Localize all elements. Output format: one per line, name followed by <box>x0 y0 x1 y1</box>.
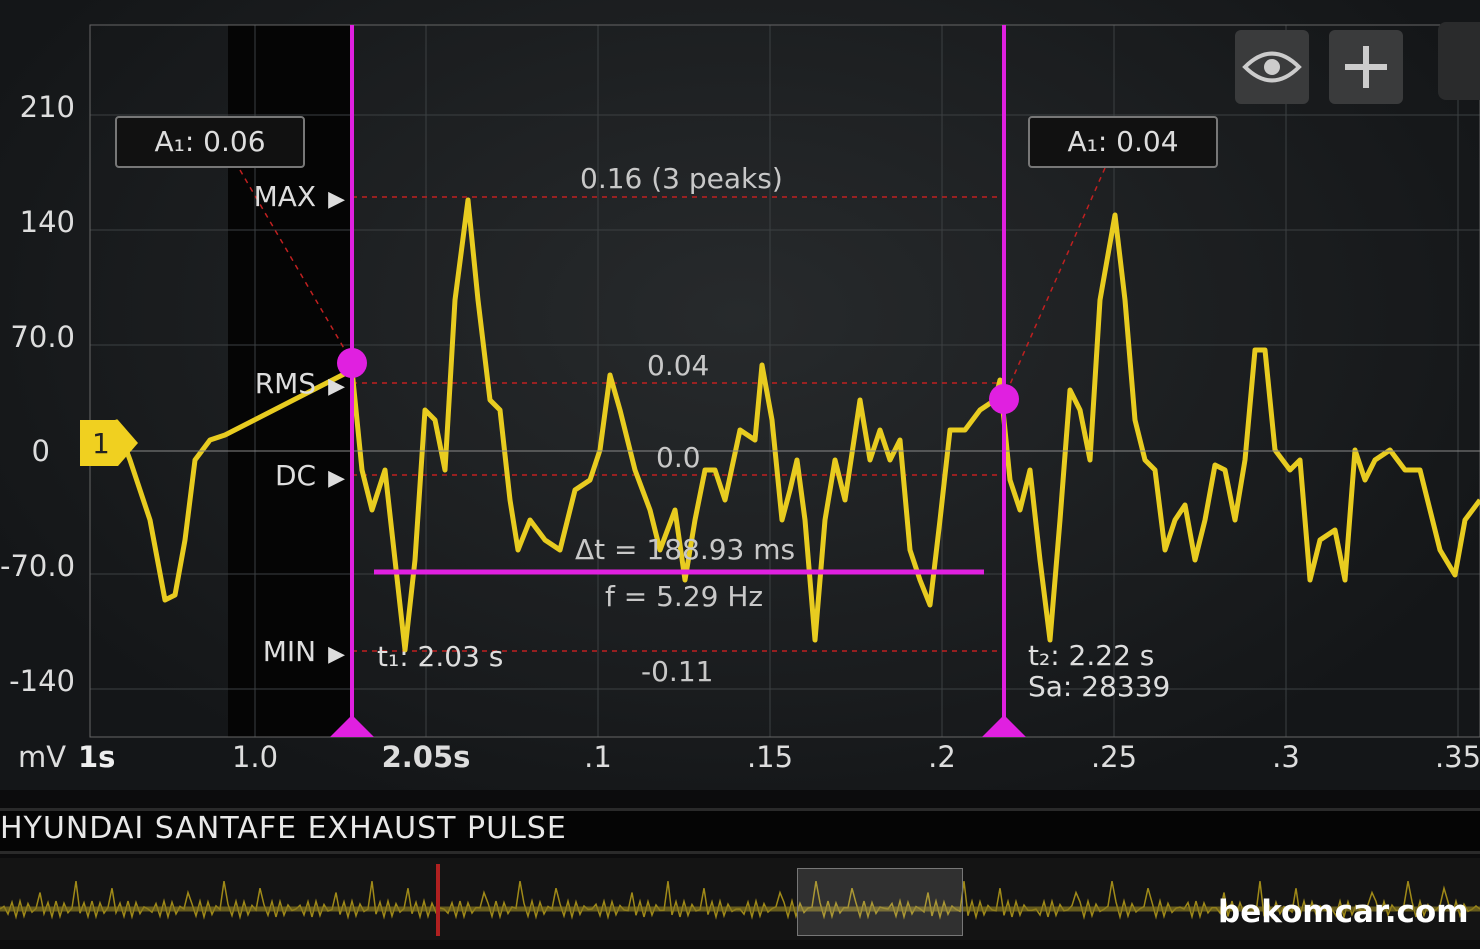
min-value: -0.11 <box>641 655 714 688</box>
channel-1-marker[interactable] <box>80 420 138 466</box>
cursor-2-time: t₂: 2.22 s <box>1028 639 1155 672</box>
side-panel-handle[interactable] <box>1438 22 1480 100</box>
watermark: bekomcar.com <box>1218 894 1469 930</box>
x-tick: 2.05s <box>381 740 471 774</box>
dc-value: 0.0 <box>656 441 701 474</box>
cursor2-leader <box>1003 167 1106 399</box>
frequency-value: f = 5.29 Hz <box>605 580 764 613</box>
dc-marker: DC ▶ <box>274 459 345 492</box>
x-tick: .1 <box>584 740 612 774</box>
y-tick: 140 <box>19 205 75 239</box>
visibility-button[interactable] <box>1235 30 1309 104</box>
plus-icon <box>1345 46 1387 88</box>
cursor-1-amplitude: A₁: 0.06 <box>115 116 305 168</box>
overview-scrollbar[interactable]: bekomcar.com <box>0 858 1480 940</box>
sample-count: Sa: 28339 <box>1028 670 1171 703</box>
viewport-window[interactable] <box>797 868 963 936</box>
y-tick: 70.0 <box>10 320 75 354</box>
arrow-icon: ▶ <box>328 466 345 491</box>
channel-1-label: 1 <box>92 427 110 460</box>
cursor-1-point <box>337 348 367 378</box>
recording-title: HYUNDAI SANTAFE EXHAUST PULSE <box>0 808 1480 854</box>
y-unit: mV <box>18 740 67 774</box>
rms-marker: RMS ▶ <box>254 367 345 400</box>
arrow-icon: ▶ <box>328 642 345 667</box>
cursor-1-time: t₁: 2.03 s <box>377 640 504 673</box>
scope-display[interactable]: 210 140 70.0 0 -70.0 -140 1 mV 1s 1.0 2.… <box>0 0 1480 790</box>
waveform-trace <box>112 197 1480 653</box>
time-scale[interactable]: 1s <box>78 740 116 774</box>
x-tick: .3 <box>1272 740 1300 774</box>
x-tick: .35 <box>1434 740 1480 774</box>
cursor-2-handle[interactable] <box>982 715 1026 737</box>
cursor-2-point <box>989 384 1019 414</box>
arrow-icon: ▶ <box>328 374 345 399</box>
eye-icon <box>1242 51 1302 83</box>
x-tick: 1.0 <box>231 740 279 774</box>
y-tick: 210 <box>19 90 75 124</box>
x-tick: .15 <box>746 740 794 774</box>
trigger-marker[interactable] <box>436 864 440 936</box>
delta-t-value: Δt = 188.93 ms <box>575 533 796 566</box>
cursor-1-handle[interactable] <box>330 715 374 737</box>
cursor-2-amplitude: A₁: 0.04 <box>1028 116 1218 168</box>
rms-value: 0.04 <box>647 349 710 382</box>
min-marker: MIN ▶ <box>262 635 345 668</box>
plot-border <box>89 24 1480 738</box>
max-marker: MAX ▶ <box>253 180 345 213</box>
max-value: 0.16 (3 peaks) <box>580 162 783 195</box>
overview-trace <box>0 881 1480 920</box>
x-tick: .2 <box>928 740 956 774</box>
measure-lines <box>239 167 1106 652</box>
arrow-icon: ▶ <box>328 187 345 212</box>
y-tick: -70.0 <box>0 549 76 583</box>
cursor1-leader <box>239 169 353 363</box>
add-button[interactable] <box>1329 30 1403 104</box>
y-tick: 0 <box>31 434 50 468</box>
x-tick: .25 <box>1090 740 1138 774</box>
y-tick: -140 <box>9 664 75 698</box>
